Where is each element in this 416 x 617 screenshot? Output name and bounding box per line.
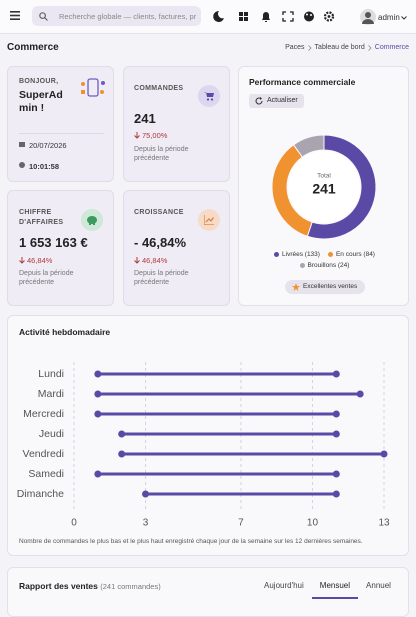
dumbbell-point bbox=[94, 410, 102, 418]
legend-item: Brouillons (24) bbox=[299, 262, 350, 269]
legend-swatch bbox=[274, 252, 280, 257]
user-greeting-name: SuperAdmin ! bbox=[19, 89, 63, 114]
x-tick-label: 3 bbox=[143, 518, 149, 529]
y-tick-label: Samedi bbox=[28, 468, 64, 480]
badge: Excellentes ventes bbox=[285, 280, 366, 294]
donut-center-value: 241 bbox=[312, 181, 336, 197]
dumbbell-point bbox=[94, 370, 102, 378]
sales-report-panel: Rapport des ventes (241 commandes) Aujou… bbox=[7, 567, 409, 617]
performance-panel: Performance commerciale Actualiser Total… bbox=[238, 66, 409, 306]
dumbbell-point bbox=[332, 410, 340, 418]
weekly-panel: Activité hebdomadaire 0 3 7 10 13 Lundi Mardi M… bbox=[7, 315, 409, 556]
legend-item: Livrées (133) bbox=[274, 251, 320, 258]
tab[interactable]: Mensuel bbox=[311, 576, 359, 599]
stat-note: Depuis la période précédente bbox=[134, 146, 189, 162]
welcome-card: BONJOUR, SuperAdmin ! 20/07/2026 10:01:5… bbox=[7, 66, 114, 182]
welcome-illustration bbox=[81, 78, 105, 97]
search-box[interactable]: Recherche globale — clients, factures, p… bbox=[32, 6, 201, 26]
user-name[interactable]: admin bbox=[378, 13, 400, 22]
dumbbell-point bbox=[142, 490, 150, 498]
y-tick-label: Dimanche bbox=[17, 488, 64, 500]
tab[interactable]: Annuel bbox=[366, 581, 391, 590]
dumbbell-point bbox=[332, 370, 340, 378]
x-tick-label: 10 bbox=[307, 518, 319, 529]
breadcrumb-item[interactable]: Tableau de bord bbox=[314, 44, 365, 51]
legend-label: Livrées (133) bbox=[282, 251, 320, 258]
dumbbell-point bbox=[332, 430, 340, 438]
chart-title: Performance commerciale bbox=[249, 77, 356, 87]
legend-label: Brouillons (24) bbox=[307, 262, 350, 269]
greeting: BONJOUR, bbox=[19, 78, 59, 85]
donut-segment bbox=[306, 134, 377, 240]
menu-button[interactable] bbox=[10, 11, 20, 20]
legend-swatch bbox=[327, 252, 333, 257]
x-tick-label: 7 bbox=[238, 518, 244, 529]
stat-value: 241 bbox=[134, 111, 156, 126]
breadcrumb: Paces Tableau de bord Commerce bbox=[285, 44, 409, 51]
stat-label: CROISSANCE bbox=[134, 209, 184, 216]
search-placeholder: Recherche globale — clients, factures, p… bbox=[59, 12, 197, 21]
stat-note: Depuis la période précédente bbox=[19, 270, 74, 286]
legend-swatch bbox=[299, 263, 305, 268]
sales-report-title: Rapport des ventes bbox=[19, 581, 98, 591]
dumbbell-point bbox=[332, 470, 340, 478]
top-bar: Recherche globale — clients, factures, p… bbox=[0, 0, 416, 34]
y-tick-label: Lundi bbox=[38, 368, 64, 380]
chart-caption: Nombre de commandes le plus bas et le pl… bbox=[19, 538, 363, 545]
current-time: 10:01:58 bbox=[29, 162, 60, 171]
stat-card: COMMANDES 241 75,00% Depuis la période p… bbox=[123, 66, 230, 182]
stat-note: Depuis la période précédente bbox=[134, 270, 189, 286]
current-date: 20/07/2026 bbox=[29, 141, 67, 150]
dumbbell-point bbox=[118, 430, 126, 438]
stat-value: 1 653 163 € bbox=[19, 235, 88, 250]
dumbbell-point bbox=[94, 390, 102, 398]
dumbbell-chart: 0 3 7 10 13 Lundi Mardi Mercredi Jeudi Vendredi Sa… bbox=[17, 362, 390, 529]
donut-hole bbox=[288, 151, 360, 223]
donut-center-label: Total bbox=[317, 173, 331, 180]
dumbbell-point bbox=[118, 450, 126, 458]
y-tick-label: Mercredi bbox=[23, 408, 64, 420]
stat-change-value: 46,84% bbox=[27, 256, 53, 265]
refresh-label: Actualiser bbox=[267, 97, 298, 104]
dumbbell-point bbox=[380, 450, 388, 458]
breadcrumb-item[interactable]: Paces bbox=[285, 44, 305, 51]
y-tick-label: Jeudi bbox=[39, 428, 64, 440]
sales-report-heading: Rapport des ventes (241 commandes) bbox=[19, 581, 161, 591]
stat-change: 46,84% bbox=[19, 256, 52, 265]
page-title: Commerce bbox=[7, 42, 59, 53]
stat-change-value: 75,00% bbox=[142, 131, 168, 140]
x-tick-label: 13 bbox=[378, 518, 390, 529]
refresh-button[interactable]: Actualiser bbox=[249, 94, 304, 108]
y-tick-label: Vendredi bbox=[23, 448, 64, 460]
legend: Livrées (133) En cours (84) Brouillons (24… bbox=[247, 251, 402, 269]
breadcrumb-current: Commerce bbox=[374, 44, 409, 51]
donut-segment bbox=[292, 134, 325, 158]
toolbar-icons[interactable] bbox=[212, 10, 337, 23]
stat-label: CHIFFRE D'AFFAIRES bbox=[19, 209, 64, 226]
x-tick-label: 0 bbox=[71, 518, 77, 529]
stat-value: - 46,84% bbox=[134, 235, 187, 250]
tab[interactable]: Aujourd'hui bbox=[264, 581, 304, 590]
badge-label: Excellentes ventes bbox=[303, 283, 358, 290]
stat-card: CHIFFRE D'AFFAIRES 1 653 163 € 46,84% De… bbox=[7, 190, 114, 306]
stat-change: 75,00% bbox=[134, 131, 167, 140]
dumbbell-point bbox=[356, 390, 364, 398]
stat-change: 46,84% bbox=[134, 256, 167, 265]
legend-item: En cours (84) bbox=[327, 251, 375, 258]
avatar[interactable] bbox=[360, 9, 376, 25]
chart-title: Activité hebdomadaire bbox=[19, 327, 111, 337]
stat-card: CROISSANCE - 46,84% 46,84% Depuis la pér… bbox=[123, 190, 230, 306]
dumbbell-point bbox=[332, 490, 340, 498]
dumbbell-point bbox=[94, 470, 102, 478]
tabs: Aujourd'hui Mensuel Annuel bbox=[256, 576, 399, 599]
sales-report-subtitle: (241 commandes) bbox=[100, 582, 161, 591]
stat-label: COMMANDES bbox=[134, 85, 184, 92]
stat-change-value: 46,84% bbox=[142, 256, 168, 265]
y-tick-label: Mardi bbox=[38, 388, 64, 400]
legend-label: En cours (84) bbox=[335, 251, 375, 258]
